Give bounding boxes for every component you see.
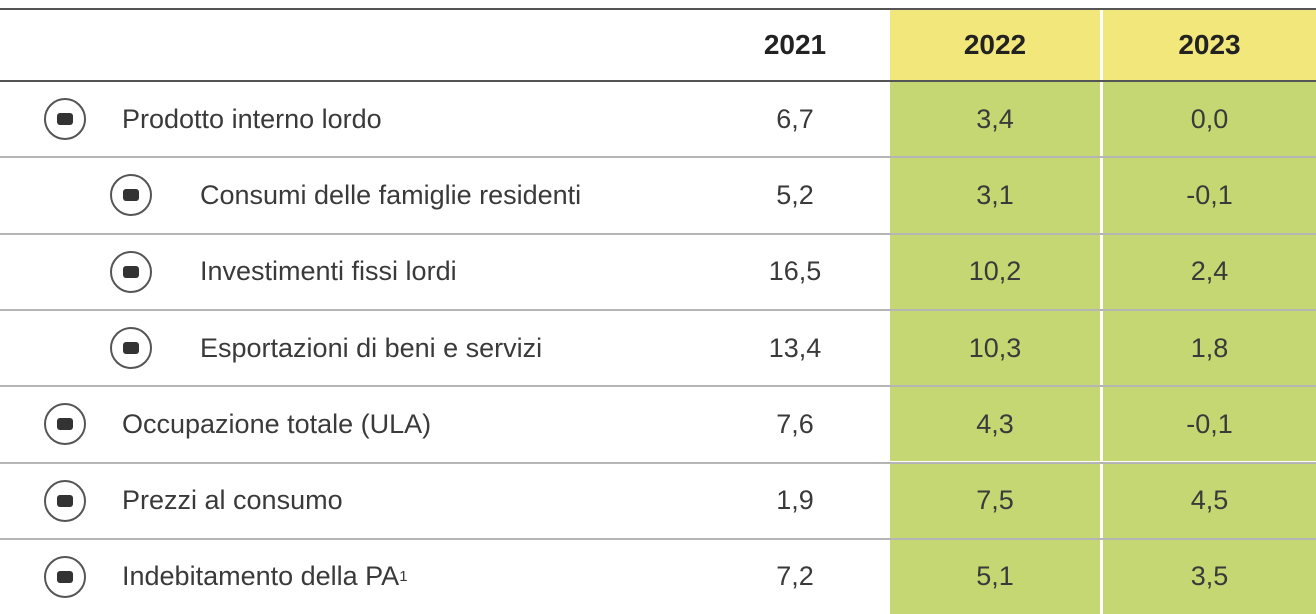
value-cell: 4,3	[890, 387, 1100, 462]
row-rule	[0, 537, 1316, 540]
value-cell: 2,4	[1103, 234, 1316, 309]
row-icon	[44, 479, 86, 522]
row-icon	[110, 327, 152, 370]
value-cell: 1,8	[1103, 310, 1316, 386]
value-cell: -0,1	[1103, 158, 1316, 233]
row-rule	[0, 308, 1316, 311]
value-cell: 10,3	[890, 310, 1100, 386]
label-text: Indebitamento della PA	[122, 561, 400, 592]
footnote-mark: 1	[399, 568, 408, 586]
label-text: Prodotto interno lordo	[122, 103, 382, 134]
row-icon	[44, 98, 86, 141]
label-text: Prezzi al consumo	[122, 485, 343, 516]
row-icon	[44, 555, 86, 598]
value-cell: 5,1	[890, 539, 1100, 614]
icon-glyph	[57, 494, 73, 507]
row-icon	[110, 174, 152, 217]
value-cell: 7,6	[700, 387, 890, 462]
value-cell: 13,4	[700, 310, 890, 386]
value-cell: 6,7	[700, 82, 890, 157]
icon-glyph	[123, 265, 139, 278]
row-rule	[0, 385, 1316, 388]
icon-glyph	[57, 113, 73, 126]
row-label: Occupazione totale (ULA)	[122, 387, 431, 461]
value-cell: 16,5	[700, 234, 890, 309]
value-cell: 5,2	[700, 158, 890, 233]
row-rule	[0, 461, 1316, 464]
header-cell: 2022	[890, 10, 1100, 80]
row-label: Indebitamento della PA 1	[122, 540, 408, 614]
header-cell: 2023	[1103, 10, 1316, 80]
label-text: Esportazioni di beni e servizi	[200, 332, 543, 363]
row-label: Prezzi al consumo	[122, 464, 343, 538]
row-label: Prodotto interno lordo	[122, 82, 382, 156]
icon-glyph	[123, 342, 139, 355]
icon-glyph	[57, 570, 73, 583]
value-cell: 4,5	[1103, 463, 1316, 538]
row-rule	[0, 232, 1316, 235]
icon-glyph	[123, 189, 139, 202]
row-label: Investimenti fissi lordi	[200, 235, 457, 309]
row-rule	[0, 156, 1316, 159]
icon-glyph	[57, 418, 73, 431]
value-cell: 3,4	[890, 82, 1100, 157]
row-label: Consumi delle famiglie residenti	[200, 158, 581, 232]
header-rule	[0, 80, 1316, 82]
row-icon	[110, 250, 152, 293]
value-cell: 3,5	[1103, 539, 1316, 614]
value-cell: -0,1	[1103, 387, 1316, 462]
value-cell: 10,2	[890, 234, 1100, 309]
value-cell: 3,1	[890, 158, 1100, 233]
label-text: Consumi delle famiglie residenti	[200, 179, 582, 210]
value-cell: 1,9	[700, 463, 890, 538]
value-cell: 7,5	[890, 463, 1100, 538]
top-rule	[0, 8, 1316, 10]
label-text: Investimenti fissi lordi	[200, 256, 457, 287]
label-text: Occupazione totale (ULA)	[122, 408, 432, 439]
value-cell: 0,0	[1103, 82, 1316, 157]
value-cell: 7,2	[700, 539, 890, 614]
row-label: Esportazioni di beni e servizi	[200, 311, 542, 385]
header-cell: 2021	[700, 10, 890, 80]
row-icon	[44, 403, 86, 446]
